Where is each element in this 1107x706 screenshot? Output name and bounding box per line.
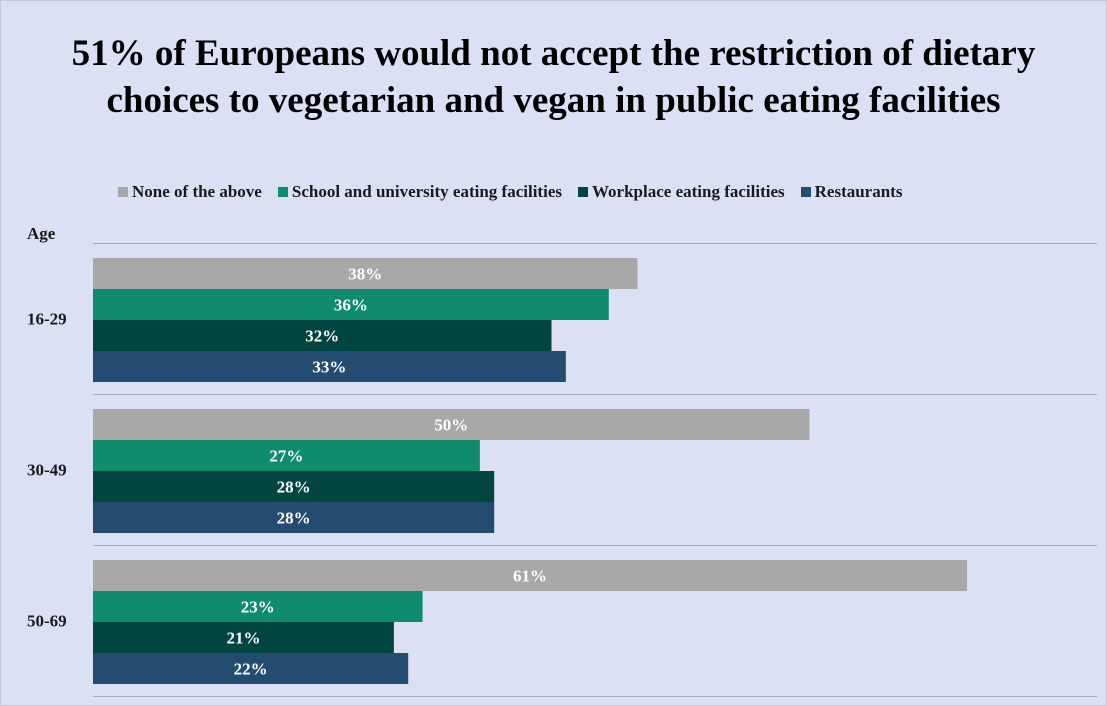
bar xyxy=(93,320,552,351)
chart-legend: None of the above School and university e… xyxy=(118,180,918,204)
data-label: 32% xyxy=(305,327,339,346)
category-label: 30-49 xyxy=(27,461,67,480)
legend-label: Restaurants xyxy=(814,182,903,201)
bar xyxy=(93,289,609,320)
bar xyxy=(93,440,480,471)
data-label: 28% xyxy=(277,478,311,497)
data-label: 33% xyxy=(312,358,346,377)
legend-swatch xyxy=(118,187,128,197)
legend-swatch xyxy=(577,187,588,197)
data-label: 38% xyxy=(348,265,382,284)
bar xyxy=(93,502,495,533)
bar xyxy=(93,258,638,289)
data-label: 23% xyxy=(241,598,275,617)
bar xyxy=(93,653,409,684)
data-label: 21% xyxy=(226,629,260,648)
bar xyxy=(93,409,810,440)
legend-item: School and university eating facilities xyxy=(277,182,562,202)
legend-item: Workplace eating facilities xyxy=(577,182,785,202)
data-label: 50% xyxy=(434,416,468,435)
bar xyxy=(93,351,566,382)
legend-item: None of the above xyxy=(118,182,262,202)
data-label: 28% xyxy=(277,509,311,528)
legend-swatch xyxy=(800,187,811,197)
category-label: 16-29 xyxy=(27,310,67,329)
data-label: 22% xyxy=(234,660,268,679)
legend-swatch xyxy=(277,187,288,197)
legend-label: None of the above xyxy=(132,182,262,201)
category-label: 50-69 xyxy=(27,612,67,631)
bar xyxy=(93,560,968,591)
bar xyxy=(93,471,495,502)
data-label: 36% xyxy=(334,296,368,315)
legend-label: School and university eating facilities xyxy=(291,182,562,201)
legend-label: Workplace eating facilities xyxy=(591,182,785,201)
data-label: 61% xyxy=(513,567,547,586)
data-label: 27% xyxy=(269,447,303,466)
bar xyxy=(93,591,423,622)
chart-title: 51% of Europeans would not accept the re… xyxy=(71,33,1036,121)
y-axis-title: Age xyxy=(27,224,56,243)
bar xyxy=(93,622,394,653)
legend-item: Restaurants xyxy=(800,182,903,202)
